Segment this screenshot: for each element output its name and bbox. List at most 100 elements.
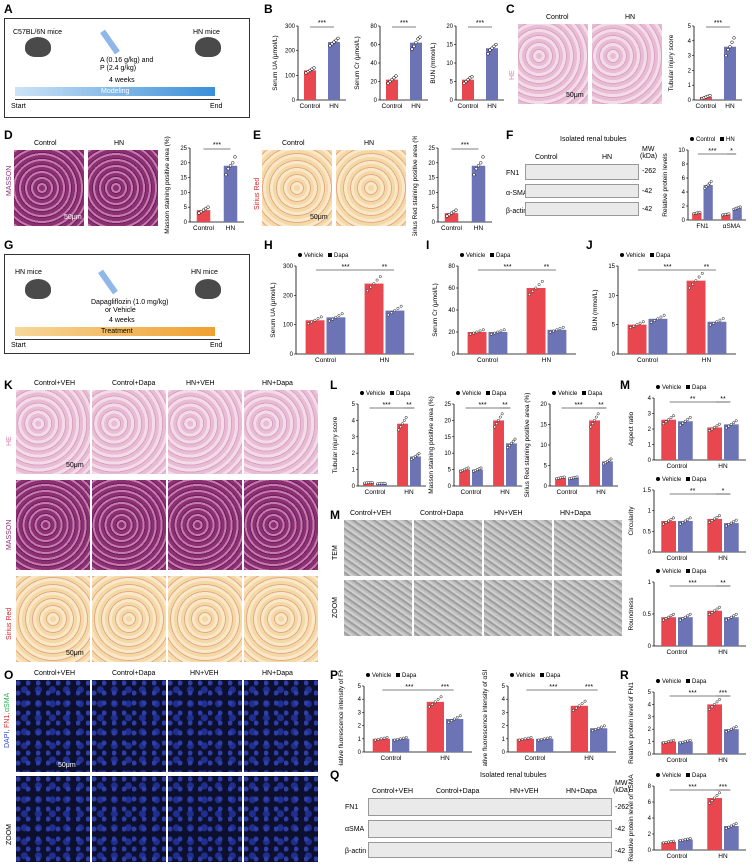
data-point: [683, 740, 687, 744]
scale-bar-label: 50μm: [566, 92, 584, 99]
x-tick-label: HN: [411, 103, 421, 110]
legend-marker: [620, 253, 624, 257]
row-label-zoom: ZOOM: [332, 597, 339, 618]
bar: [516, 738, 534, 752]
sig-marker: **: [406, 402, 412, 409]
data-point: [672, 612, 675, 616]
data-point: [664, 740, 668, 744]
y-tick-label: 15: [428, 176, 435, 182]
data-point: [583, 699, 587, 703]
y-tick-label: 5: [352, 402, 356, 408]
mouse-icon: [25, 37, 51, 57]
fluo-zoom-hn-veh-image: [168, 776, 242, 862]
sig-marker: ***: [503, 264, 511, 271]
data-point: [708, 612, 711, 616]
blot-fn1: [368, 798, 612, 816]
end-label: End: [210, 103, 223, 110]
stain-label-sirius: Sirius Red: [254, 177, 261, 210]
sig-marker: *: [722, 488, 725, 495]
legend-label: Dapa: [492, 391, 507, 397]
data-point: [662, 741, 665, 745]
panel-label-q: Q: [330, 768, 340, 782]
data-point: [732, 520, 736, 524]
data-point: [609, 457, 613, 461]
data-point: [659, 315, 663, 319]
legend-label: Vehicle: [516, 673, 536, 679]
y-tick-label: 0: [648, 550, 652, 556]
sig-marker: **: [690, 488, 696, 495]
x-tick-label: Control: [477, 357, 499, 364]
data-point: [543, 737, 546, 741]
data-point: [700, 271, 704, 275]
y-axis-title: Relative protein level of αSMA: [628, 774, 635, 862]
data-point: [715, 424, 719, 428]
y-tick-label: 10: [608, 293, 615, 299]
data-point: [313, 318, 317, 322]
bar: [364, 283, 384, 354]
y-tick-label: 10: [428, 190, 435, 196]
data-point: [490, 46, 494, 50]
legend-marker: [540, 673, 544, 677]
data-point: [562, 475, 566, 479]
schematic-a: C57BL/6N mice HN mice A (0.16 g/kg) and …: [4, 18, 250, 118]
bar: [397, 423, 408, 486]
y-tick-label: 2: [688, 68, 692, 74]
x-tick-label: HN: [474, 225, 484, 232]
x-tick-label: HN: [596, 489, 606, 496]
y-tick-label: 5: [432, 205, 436, 211]
y-tick-label: 5: [450, 80, 454, 86]
chart-serum-cr-b: Serum Cr (μmol/L) 0 20 40 60 80 Control HN ***: [354, 20, 428, 110]
bar: [493, 420, 504, 486]
legend-marker: [686, 477, 690, 481]
data-point: [399, 425, 403, 429]
data-point: [589, 425, 593, 429]
chart-bun-b: BUN (mmol/L) 0 5 10 15 20 Control HN ***: [430, 20, 504, 110]
data-point: [385, 736, 389, 739]
sirius-hn-image: [336, 150, 406, 226]
y-tick-label: 4: [648, 396, 652, 402]
data-point: [393, 309, 397, 313]
col-label-hn-veh: HN+VEH: [494, 510, 523, 517]
data-point: [669, 518, 673, 521]
data-point: [500, 412, 504, 416]
data-point: [728, 45, 732, 49]
blot-label-asma: αSMA: [345, 826, 365, 833]
data-point: [656, 317, 660, 321]
data-point: [204, 207, 208, 211]
data-point: [664, 840, 668, 844]
legend-marker: [656, 679, 660, 683]
data-point: [540, 279, 544, 283]
data-point: [706, 183, 710, 187]
bar: [328, 42, 340, 100]
data-point: [669, 840, 673, 844]
data-point: [454, 208, 458, 212]
fluo-control-dapa-image: [92, 680, 166, 772]
data-point: [316, 317, 320, 321]
y-axis-title: Relative protein level of FN1: [628, 682, 635, 764]
data-point: [734, 725, 738, 729]
legend-label: Vehicle: [626, 253, 646, 259]
data-point: [602, 724, 606, 728]
y-tick-label: 80: [448, 264, 455, 270]
panel-label-c: C: [506, 2, 515, 16]
data-point: [662, 618, 665, 622]
data-point: [678, 839, 682, 843]
y-axis-title: Relative fluorescence intensity of αSMA: [482, 670, 489, 766]
legend-label: Vehicle: [462, 391, 482, 397]
panel-label-b: B: [264, 2, 273, 16]
y-tick-label: 1: [648, 509, 652, 515]
panel-label-p: P: [330, 668, 339, 682]
y-tick-label: 1: [648, 580, 652, 586]
bar: [590, 728, 608, 752]
end-mouse-label: HN mice: [191, 269, 218, 276]
data-point: [513, 437, 517, 441]
y-tick-label: 0: [648, 848, 652, 854]
y-tick-label: 0: [448, 484, 452, 490]
bar: [372, 738, 390, 752]
schematic-g: HN mice HN mice Dapagliflozin (1.0 mg/kg…: [4, 254, 250, 354]
data-point: [558, 327, 562, 331]
legend-marker: [552, 391, 556, 395]
col-label-hn-veh: HN+VEH: [190, 670, 219, 677]
legend-marker: [360, 391, 364, 395]
panel-label-d: D: [4, 128, 13, 142]
